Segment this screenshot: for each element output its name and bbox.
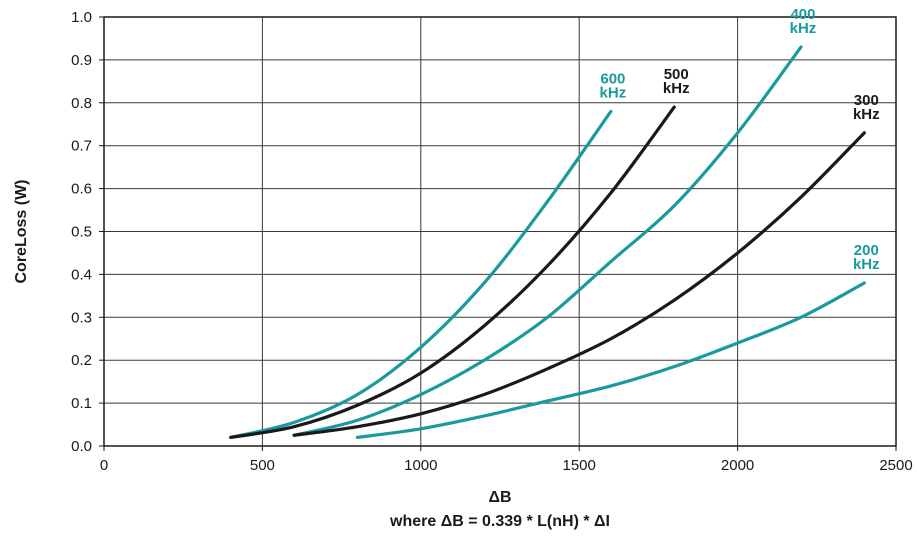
plot-frame <box>103 16 897 447</box>
x-tick-label: 1500 <box>563 457 596 474</box>
y-tick-label: 0.5 <box>71 224 92 241</box>
x-tick-label: 0 <box>100 457 108 474</box>
series-layer <box>229 45 866 440</box>
y-tick-label: 1.0 <box>71 9 92 26</box>
series-label-200-khz: 200 kHz <box>853 242 880 273</box>
axis-layer: 0 500 1000 1500 2000 2500 0.0 0.1 0.2 0.3 0.4 0.5 0.… <box>71 9 913 474</box>
series-label-line: 500 <box>664 66 689 83</box>
series-label-line: 600 <box>600 70 625 87</box>
y-tick-label: 0.4 <box>71 266 92 283</box>
series-line-300-khz <box>292 131 866 437</box>
x-axis-subtitle: where ΔB = 0.339 * L(nH) * ΔI <box>389 513 610 530</box>
y-tick-label: 0.8 <box>71 95 92 112</box>
series-label-400-khz: 400 kHz <box>790 6 817 37</box>
y-tick-label: 0.2 <box>71 352 92 369</box>
series-label-line: 200 <box>854 242 879 259</box>
series-label-500-khz: 500 kHz <box>663 66 690 97</box>
x-tick-label: 2000 <box>721 457 754 474</box>
series-line-400-khz <box>292 45 803 437</box>
series-label-line: 400 <box>790 6 815 23</box>
x-tick-label: 500 <box>250 457 275 474</box>
y-axis-title: CoreLoss (W) <box>13 180 30 284</box>
y-tick-label: 0.1 <box>71 395 92 412</box>
x-axis-title: ΔB <box>488 489 511 506</box>
series-label-line: kHz <box>790 20 817 37</box>
series-label-line: kHz <box>600 84 627 101</box>
series-label-line: kHz <box>853 256 880 273</box>
y-tick-label: 0.7 <box>71 138 92 155</box>
y-tick-label: 0.0 <box>71 438 92 455</box>
series-label-300-khz: 300 kHz <box>853 92 880 123</box>
series-label-600-khz: 600 kHz <box>600 70 627 101</box>
y-tick-label: 0.6 <box>71 181 92 198</box>
series-line-500-khz <box>229 105 676 440</box>
x-tick-label: 1000 <box>404 457 437 474</box>
series-line-600-khz <box>229 109 613 440</box>
series-label-line: 300 <box>854 92 879 109</box>
series-label-line: kHz <box>853 106 880 123</box>
y-tick-label: 0.9 <box>71 52 92 69</box>
series-line-200-khz <box>355 281 866 440</box>
x-tick-label: 2500 <box>879 457 912 474</box>
series-label-line: kHz <box>663 80 690 97</box>
y-tick-label: 0.3 <box>71 309 92 326</box>
